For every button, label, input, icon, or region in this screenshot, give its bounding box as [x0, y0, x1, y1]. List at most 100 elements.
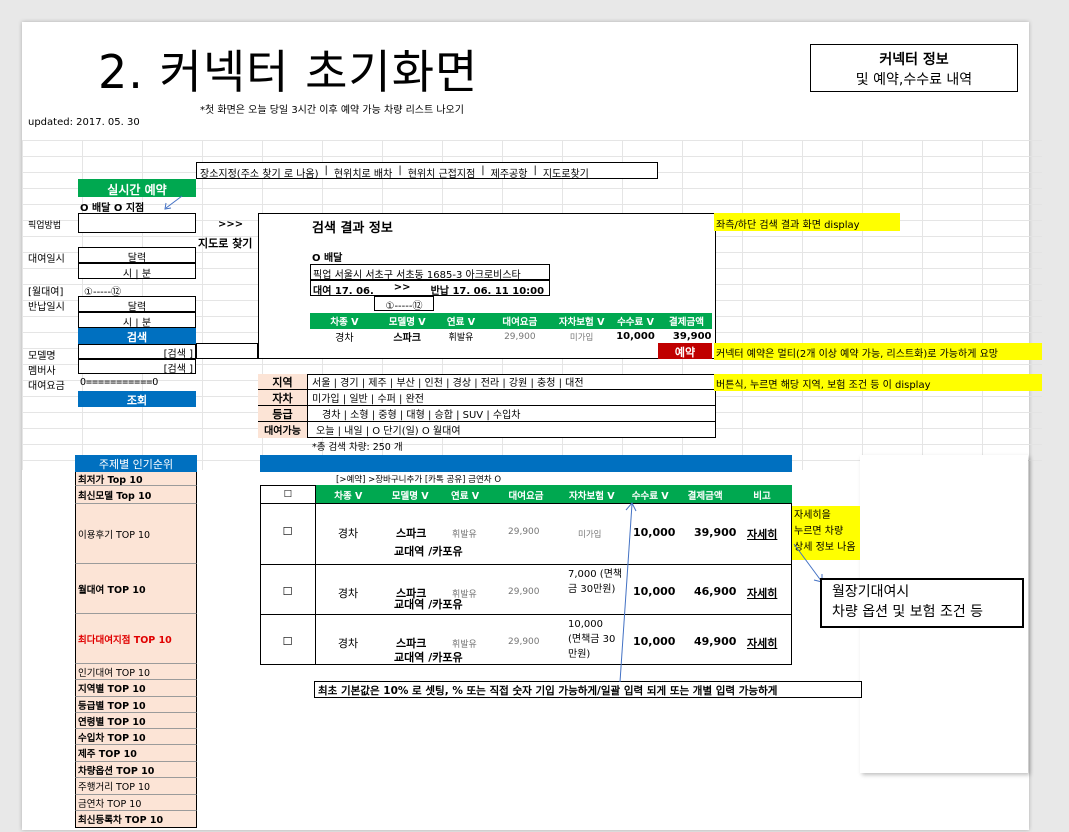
nav-jeju-airport[interactable]: 제주공항 — [490, 169, 528, 180]
car-row[interactable]: ☐ 경차 스파크 교대역 /카포유 휘발유 29,900 7,000 (면책금 … — [260, 565, 792, 615]
rent-calendar-button[interactable]: 달력 — [78, 247, 196, 264]
filter-availability: 대여가능 오늘 | 내일 | O 단기(일) O 월대여 — [258, 422, 716, 438]
ranking-item[interactable]: 금연차 TOP 10 — [75, 795, 197, 811]
row-branch: 교대역 /카포유 — [394, 545, 463, 558]
result-period-arrow: >> — [393, 282, 411, 293]
list-col-model[interactable]: 모델명 V — [380, 485, 440, 504]
search-result-panel — [258, 213, 716, 359]
row-insurance: 7,000 (면책금 30만원) — [568, 569, 623, 595]
ranking-item[interactable]: 주행거리 TOP 10 — [75, 778, 197, 795]
list-col-note: 비고 — [732, 485, 792, 504]
row-commission: 10,000 — [633, 526, 676, 539]
list-col-fuel[interactable]: 연료 V — [438, 485, 492, 504]
label-member: 멤버사 — [28, 366, 56, 377]
row-commission: 10,000 — [633, 635, 676, 648]
top-note: *첫 화면은 오늘 당일 3시간 이후 예약 가능 차량 리스트 나오기 — [200, 105, 464, 116]
car-row[interactable]: ☐ 경차 스파크 교대역 /카포유 휘발유 29,900 10,000 (면책금… — [260, 615, 792, 665]
nav-current-location[interactable]: 현위치로 배차 — [333, 169, 393, 180]
filter-insurance-options[interactable]: 미가입 | 일반 | 수퍼 | 완전 — [312, 394, 424, 405]
car-row[interactable]: ☐ 경차 스파크 교대역 /카포유 휘발유 29,900 미가입 10,000 … — [260, 503, 792, 565]
result-row[interactable]: 경차 스파크 휘발유 29,900 미가입 10,000 39,900 — [311, 329, 712, 345]
row-fuel: 휘발유 — [452, 590, 477, 600]
return-calendar-button[interactable]: 달력 — [78, 296, 196, 313]
row-detail-link[interactable]: 자세히 — [747, 528, 778, 541]
row-detail-link[interactable]: 자세히 — [747, 637, 778, 650]
nav-near-branch[interactable]: 현위치 근접지점 — [407, 169, 476, 180]
info-box-line2: 및 예약,수수료 내역 — [855, 72, 973, 88]
result-table-header: 차종 V 모델명 V 연료 V 대여요금 자차보험 V 수수료 V 결제금액 — [310, 313, 713, 329]
row-detail-link[interactable]: 자세히 — [747, 587, 778, 600]
ranking-item[interactable]: 차량옵션 TOP 10 — [75, 762, 197, 778]
select-all-checkbox[interactable]: ☐ — [260, 485, 316, 504]
col-commission[interactable]: 수수료 V — [609, 313, 662, 329]
row-type: 경차 — [337, 637, 359, 650]
row-checkbox[interactable]: ☐ — [282, 635, 293, 648]
filter-region-options[interactable]: 서울 | 경기 | 제주 | 부산 | 인천 | 경상 | 전라 | 강원 | … — [312, 378, 584, 389]
col-type[interactable]: 차종 V — [310, 313, 379, 329]
result-month-slider[interactable]: ①-----⑫ — [374, 296, 434, 312]
info-box: 커넥터 정보 및 예약,수수료 내역 — [810, 44, 1018, 92]
ranking-item[interactable]: 최신모델 Top 10 — [75, 486, 197, 504]
col-total: 결제금액 — [660, 313, 713, 329]
col-model[interactable]: 모델명 V — [377, 313, 437, 329]
fee-range-slider[interactable]: O===========O — [80, 377, 159, 388]
ranking-item[interactable]: 등급별 TOP 10 — [75, 697, 197, 713]
model-search-input[interactable]: [검색 ] — [78, 344, 196, 360]
list-actions[interactable]: [>예약] >장바구니추가 [카톡 공유] 금연차 O — [336, 475, 502, 485]
row-divider — [315, 565, 316, 615]
ranking-item[interactable]: 월대여 TOP 10 — [75, 564, 197, 614]
ranking-item[interactable]: 최다대여지점 TOP 10 — [75, 614, 197, 664]
col-fuel[interactable]: 연료 V — [435, 313, 487, 329]
result-delivery-radio[interactable]: O 배달 — [312, 253, 343, 264]
arrow-icon — [164, 195, 183, 210]
query-button[interactable]: 조회 — [78, 391, 196, 407]
filter-availability-label: 대여가능 — [258, 422, 308, 438]
row-model: 스파크 — [396, 637, 427, 650]
row-fee: 29,900 — [508, 527, 540, 537]
ranking-item[interactable]: 최신등록차 TOP 10 — [75, 811, 197, 828]
row-commission: 10,000 — [633, 585, 676, 598]
ranking-item[interactable]: 지역별 TOP 10 — [75, 680, 197, 697]
cell-commission: 10,000 — [616, 331, 655, 343]
ranking-item[interactable]: 이용후기 TOP 10 — [75, 504, 197, 564]
row-total: 49,900 — [694, 635, 737, 648]
nav-map-find[interactable]: 지도로찾기 — [542, 169, 589, 180]
info-box-line1: 커넥터 정보 — [879, 52, 949, 68]
ranking-item[interactable]: 수입차 TOP 10 — [75, 729, 197, 745]
ranking-item[interactable]: 최저가 Top 10 — [75, 472, 197, 486]
monthly-slider[interactable]: ①-----⑫ — [84, 287, 122, 298]
nav-sep: | — [533, 165, 537, 176]
col-insurance[interactable]: 자차보험 V — [553, 313, 611, 329]
list-col-type[interactable]: 차종 V — [314, 485, 382, 504]
ranking-item[interactable]: 연령별 TOP 10 — [75, 713, 197, 729]
ranking-item[interactable]: 인기대여 TOP 10 — [75, 664, 197, 680]
row-checkbox[interactable]: ☐ — [282, 585, 293, 598]
row-checkbox[interactable]: ☐ — [282, 525, 293, 538]
callout-monthly: 월장기대여시 차량 옵션 및 보험 조건 등 — [820, 578, 1024, 628]
filter-availability-options[interactable]: 오늘 | 내일 | O 단기(일) O 월대여 — [316, 426, 461, 437]
result-table: 차종 V 모델명 V 연료 V 대여요금 자차보험 V 수수료 V 결제금액 경… — [310, 313, 713, 345]
list-header-bar — [260, 455, 792, 472]
filter-region-label: 지역 — [258, 374, 308, 389]
nav-sep: | — [324, 165, 328, 176]
pickup-input[interactable] — [78, 213, 196, 233]
member-search-input[interactable]: [검색 ] — [78, 359, 196, 375]
total-count: *총 검색 차량: 250 개 — [312, 442, 403, 453]
search-button[interactable]: 검색 — [78, 328, 196, 344]
return-time-select[interactable]: 시 | 분 — [78, 312, 196, 329]
row-total: 46,900 — [694, 585, 737, 598]
nav-address[interactable]: 장소지정(주소 찾기 로 나옴) — [200, 169, 319, 180]
reserve-button[interactable]: 예약 — [658, 343, 712, 359]
cell-total: 39,900 — [672, 331, 712, 343]
result-rent-date: 대여 17. 06. — [313, 286, 374, 297]
filter-grade-options[interactable]: 경차 | 소형 | 중형 | 대형 | 승합 | SUV | 수입차 — [322, 410, 521, 421]
list-col-insurance[interactable]: 자차보험 V — [560, 485, 624, 504]
delivery-branch-radio[interactable]: O 배달 O 지점 — [80, 203, 145, 214]
ranking-item[interactable]: 제주 TOP 10 — [75, 745, 197, 762]
row-fee: 29,900 — [508, 637, 540, 647]
row-divider — [315, 615, 316, 665]
map-find-link[interactable]: 지도로 찾기 — [198, 237, 253, 250]
filter-panel — [258, 374, 716, 438]
rent-time-select[interactable]: 시 | 분 — [78, 263, 196, 280]
filter-rows: 지역 서울 | 경기 | 제주 | 부산 | 인천 | 경상 | 전라 | 강원… — [258, 374, 716, 438]
